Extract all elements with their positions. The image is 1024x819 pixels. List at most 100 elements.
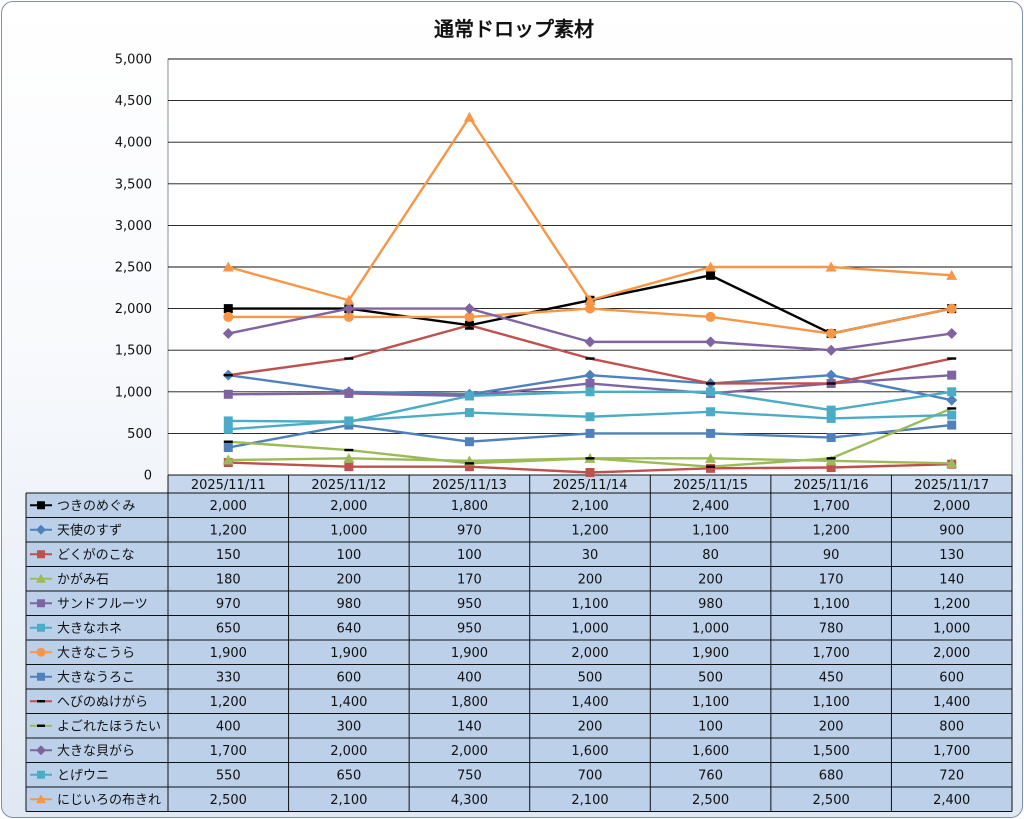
data-table: 2025/11/11 2025/11/12 2025/11/13 2025/11/14… (25, 474, 1013, 812)
x-category-label: 2025/11/12 (311, 478, 386, 493)
data-point (585, 357, 595, 360)
data-point (825, 369, 837, 381)
table-cell-value: 300 (336, 719, 361, 734)
table-cell-value: 1,200 (210, 695, 247, 710)
table-cell-value: 100 (336, 548, 361, 563)
table-cell-value: 1,200 (571, 523, 608, 538)
table-cell-value: 1,400 (330, 695, 367, 710)
y-tick-label: 2,500 (115, 261, 152, 276)
table-cell-value: 130 (939, 548, 964, 563)
data-point (37, 623, 45, 632)
data-point (706, 465, 716, 468)
data-point (464, 462, 474, 472)
table-cell-value: 170 (819, 572, 844, 587)
data-point (223, 424, 233, 434)
table-cell-value: 200 (698, 572, 723, 587)
data-point (825, 455, 837, 466)
table-cell-value: 2,000 (210, 499, 247, 514)
data-point (826, 405, 836, 415)
data-point (947, 407, 957, 410)
table-cell-value: 140 (457, 719, 482, 734)
series-group (223, 407, 957, 434)
data-point (464, 324, 474, 327)
data-point (585, 378, 595, 388)
table-cell-value: 700 (578, 768, 603, 783)
table-cell-value: 2,100 (571, 499, 608, 514)
table-cell-value: 640 (336, 621, 361, 636)
table-cell-value: 1,000 (330, 523, 367, 538)
series-group (223, 303, 957, 339)
data-point (344, 416, 354, 426)
data-point (705, 261, 717, 272)
table-cell-value: 400 (457, 670, 482, 685)
data-point (36, 745, 46, 756)
series-lines (222, 111, 958, 478)
table-cell-value: 1,800 (451, 695, 488, 710)
data-point (946, 328, 958, 340)
table-cell-value: 970 (216, 597, 241, 612)
series-name: よごれたほうたい (57, 718, 161, 734)
data-point (37, 550, 45, 559)
table-cell-value: 1,600 (571, 744, 608, 759)
table-cell-value: 2,000 (933, 499, 970, 514)
series-name: つきのめぐみ (57, 499, 135, 514)
table-cell-value: 650 (216, 621, 241, 636)
data-point (584, 294, 596, 305)
table-cell-value: 1,700 (813, 499, 850, 514)
data-point (223, 304, 233, 314)
series-name: にじいろの布きれ (57, 793, 161, 808)
data-point (344, 462, 354, 472)
data-point (585, 387, 595, 397)
data-point (946, 303, 957, 314)
data-point (344, 448, 354, 452)
legend-key (30, 745, 52, 756)
table-cell-value: 2,000 (571, 646, 608, 661)
table-cell-value: 400 (216, 719, 241, 734)
table-header-bg (168, 475, 1012, 493)
series-name: へびのぬけがら (57, 695, 148, 710)
data-point (343, 452, 355, 463)
data-point (947, 387, 957, 397)
table-cell-value: 800 (939, 719, 964, 734)
data-point (947, 370, 957, 380)
legend-key (30, 724, 52, 727)
table-cell-value: 100 (457, 548, 482, 563)
table-cell-value: 150 (216, 548, 241, 563)
table-cell-value: 1,900 (210, 646, 247, 661)
data-point (585, 457, 595, 460)
table-cell-value: 450 (819, 670, 844, 685)
table-cell-value: 720 (939, 768, 964, 783)
table-cell-value: 2,000 (451, 744, 488, 759)
data-point (464, 462, 474, 465)
legend-key (30, 700, 52, 703)
data-point (946, 394, 958, 406)
data-point (706, 387, 716, 397)
table-cell-value: 2,500 (210, 793, 247, 808)
data-point (464, 391, 474, 401)
table-cell-value: 760 (698, 768, 723, 783)
table-cell-value: 1,200 (210, 523, 247, 538)
table-cell-value: 1,100 (692, 523, 729, 538)
table-cell-value: 90 (823, 548, 840, 563)
table-cell-value: 1,000 (692, 621, 729, 636)
data-point (344, 357, 354, 360)
data-point (223, 373, 233, 377)
table-cell-value: 330 (216, 670, 241, 685)
table-cell-value: 750 (457, 768, 482, 783)
data-point (37, 700, 45, 703)
y-tick-label: 1,000 (115, 385, 152, 400)
y-axis-ticks: 0 500 1,000 1,500 2,000 2,500 3,000 3,500 4,000 4… (115, 53, 152, 484)
data-point (705, 336, 717, 348)
y-tick-label: 1,500 (115, 344, 152, 359)
x-category-label: 2025/11/11 (191, 478, 266, 493)
series-name: 大きな貝がら (57, 744, 135, 759)
table-cell-value: 1,100 (692, 695, 729, 710)
data-point (464, 311, 475, 322)
data-point (706, 407, 716, 417)
series-group (222, 111, 958, 305)
table-cell-value: 600 (336, 670, 361, 685)
data-point (37, 770, 45, 779)
y-tick-label: 500 (127, 427, 152, 442)
data-point (706, 270, 716, 280)
series-name: 大きなうろこ (57, 670, 135, 685)
